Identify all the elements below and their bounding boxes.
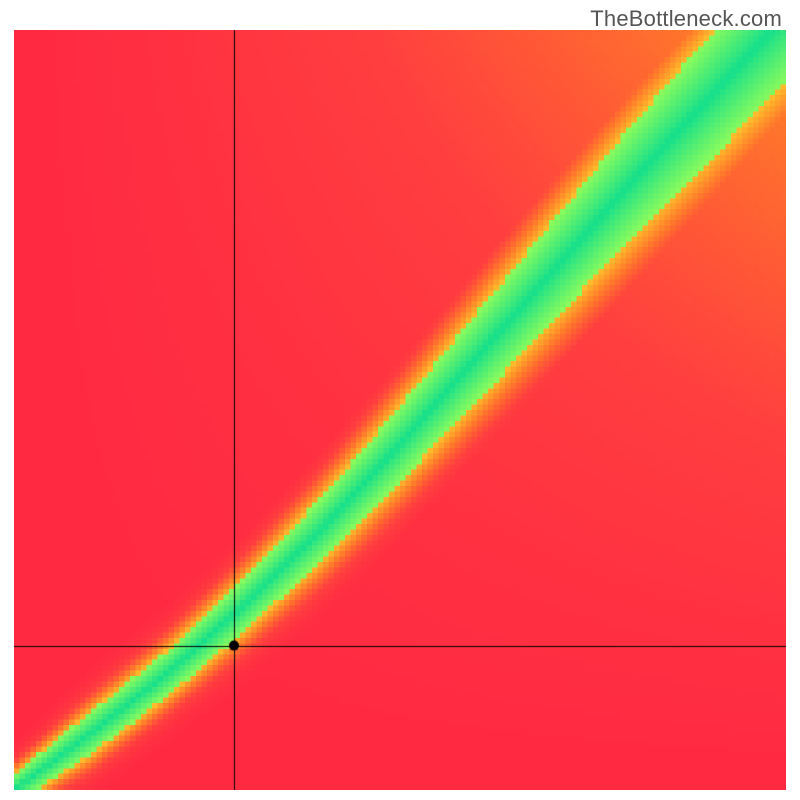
bottleneck-heatmap <box>14 30 786 790</box>
crosshair-overlay <box>14 30 786 790</box>
watermark-text: TheBottleneck.com <box>590 6 782 32</box>
